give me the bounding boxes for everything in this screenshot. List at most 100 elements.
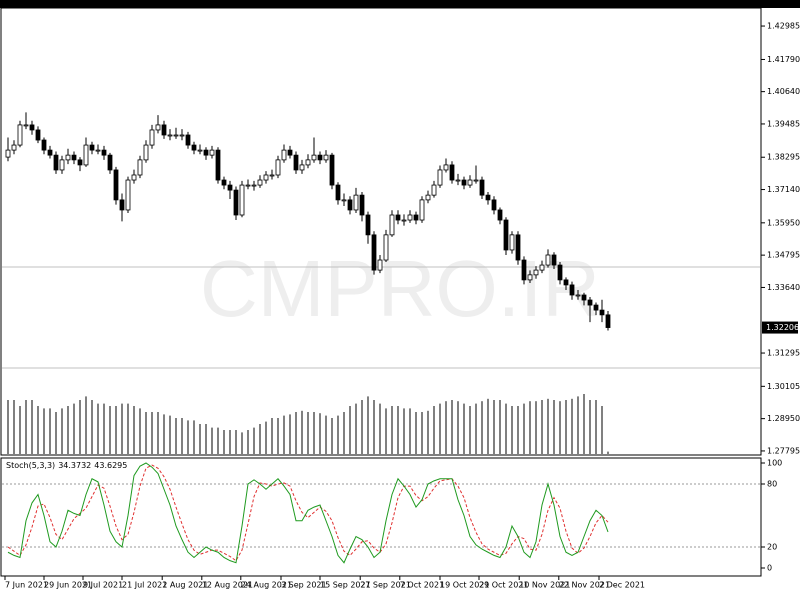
candle-body: [431, 184, 437, 196]
candle-body: [107, 154, 113, 171]
y-tick-label: 1.38295: [767, 153, 800, 162]
candle-body: [281, 149, 287, 161]
y-tick-label: 1.37140: [767, 185, 800, 194]
candle-body: [173, 134, 179, 137]
y-tick-label: 1.40640: [767, 87, 800, 96]
candle-body: [377, 259, 383, 271]
x-tick-label: 7 Oct 2021: [400, 581, 444, 590]
candle-body: [35, 129, 41, 141]
candle-body: [77, 159, 83, 166]
y-tick-label: 1.42985: [767, 22, 800, 31]
candle-body: [83, 144, 89, 166]
candle-body: [389, 214, 395, 236]
candle-body: [371, 234, 377, 271]
candle-body: [275, 159, 281, 176]
candle-body: [545, 254, 551, 266]
candle-body: [329, 154, 335, 186]
candle-body: [227, 184, 233, 191]
y-tick-label: 1.34795: [767, 251, 800, 260]
candle-body: [251, 184, 257, 187]
candle-body: [101, 149, 107, 156]
x-tick-label: 27 Sep 2021: [360, 581, 411, 590]
candle-body: [11, 144, 17, 151]
candle-body: [293, 154, 299, 171]
candle-body: [341, 199, 347, 202]
candle-body: [269, 174, 275, 177]
candle-body: [209, 149, 215, 156]
candle-body: [521, 259, 527, 281]
stoch-d-last: 43.6295: [94, 461, 127, 470]
stoch-k-last: 34.3732: [58, 461, 91, 470]
candle-body: [65, 154, 71, 161]
stoch-k-line: [7, 462, 609, 564]
stoch-tick-label: 80: [767, 480, 777, 489]
candle-body: [137, 159, 143, 176]
x-tick-label: 12 Aug 2021: [202, 581, 253, 590]
stoch-tick-label: 100: [767, 459, 782, 468]
candle-body: [605, 314, 611, 328]
candle-body: [125, 179, 131, 211]
candle-body: [581, 294, 587, 301]
candle-body: [437, 169, 443, 186]
candle-body: [401, 219, 407, 222]
candle-body: [551, 254, 557, 266]
candle-body: [233, 189, 239, 216]
watermark: CMPRO.IR: [200, 244, 600, 333]
y-tick-label: 1.28950: [767, 414, 800, 423]
candle-body: [509, 234, 515, 251]
candle-body: [485, 194, 491, 201]
candle-body: [383, 234, 389, 261]
candle-body: [59, 159, 65, 171]
x-tick-label: 7 Jun 2021: [5, 581, 48, 590]
candle-body: [449, 164, 455, 181]
candle-body: [353, 194, 359, 211]
candle-body: [41, 139, 47, 151]
x-tick-label: 15 Sep 2021: [320, 581, 371, 590]
candle-body: [221, 179, 227, 186]
candle-body: [419, 199, 425, 221]
candle-body: [47, 149, 53, 156]
y-tick-label: 1.33640: [767, 283, 800, 292]
candle-body: [539, 264, 545, 271]
candle-body: [17, 124, 23, 146]
candle-body: [197, 149, 203, 152]
candle-body: [473, 179, 479, 182]
candle-body: [443, 164, 449, 171]
candle-body: [89, 144, 95, 151]
candle-body: [29, 124, 35, 131]
x-tick-label: 10 Nov 2021: [519, 581, 570, 590]
candle-body: [569, 284, 575, 296]
candle-body: [599, 309, 605, 316]
candle-body: [503, 219, 509, 251]
y-tick-label: 1.27795: [767, 446, 800, 455]
x-tick-label: 29 Jun 2021: [44, 581, 92, 590]
y-tick-label: 1.41790: [767, 55, 800, 64]
candle-body: [557, 264, 563, 281]
candle-body: [179, 134, 185, 137]
candle-body: [515, 234, 521, 261]
candle-body: [395, 214, 401, 221]
main-frame: [0, 7, 762, 456]
stoch-frame: [0, 457, 762, 577]
candle-body: [587, 299, 593, 306]
candle-body: [467, 179, 473, 186]
candle-body: [215, 149, 221, 181]
current-price-box: [762, 321, 798, 334]
candle-body: [305, 159, 311, 166]
candle-body: [287, 149, 293, 156]
top-bar: [0, 0, 800, 8]
y-tick-label: 1.31295: [767, 349, 800, 358]
x-tick-label: 29 Oct 2021: [479, 581, 528, 590]
candle-body: [323, 154, 329, 161]
candle-body: [131, 174, 137, 181]
candle-body: [203, 149, 209, 156]
stoch-header: Stoch(5,3,3) 34.3732 43.6295: [6, 461, 127, 470]
current-price-label: 1.32206: [766, 323, 799, 332]
candle-body: [335, 184, 341, 201]
x-tick-label: 24 Aug 2021: [241, 581, 292, 590]
x-tick-label: 9 Jul 2021: [83, 581, 123, 590]
candle-body: [407, 214, 413, 221]
candle-body: [317, 154, 323, 161]
candle-body: [53, 154, 59, 171]
stoch-name: Stoch(5,3,3): [6, 461, 55, 470]
